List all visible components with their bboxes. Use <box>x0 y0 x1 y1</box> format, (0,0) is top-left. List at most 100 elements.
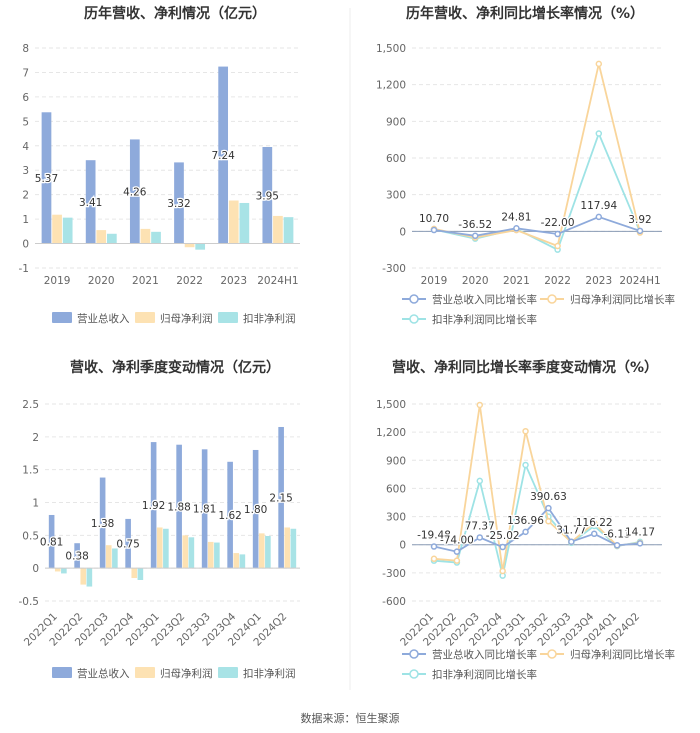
legend-swatch <box>52 312 72 323</box>
series-line <box>433 215 641 237</box>
legend-swatch <box>135 312 155 323</box>
legend-label: 营业总收入 <box>77 667 130 680</box>
bar <box>273 215 283 244</box>
data-label: 1.88 <box>167 501 190 513</box>
bar <box>195 243 206 250</box>
data-point <box>545 518 552 525</box>
data-label: 5.37 <box>35 173 58 185</box>
bar <box>156 527 163 569</box>
data-label: -22.00 <box>541 217 575 229</box>
series-line <box>433 131 641 251</box>
bar <box>140 228 151 244</box>
legend-label: 扣非净利润同比增长率 <box>432 313 537 326</box>
y-tick-label: 1.5 <box>22 465 39 477</box>
data-label: 2.15 <box>269 493 292 505</box>
bar <box>239 202 250 244</box>
y-tick-label: -0.5 <box>19 596 40 608</box>
data-label: -74.00 <box>440 535 474 547</box>
x-tick-label: 2022 <box>176 275 203 287</box>
data-point <box>476 477 484 485</box>
y-tick-label: 300 <box>386 190 406 202</box>
y-tick-label: 900 <box>386 455 406 467</box>
data-label: 1.38 <box>91 518 114 530</box>
series-line <box>433 506 641 553</box>
x-tick-label: 2021 <box>503 275 530 287</box>
legend-label: 归母净利润 <box>160 312 213 325</box>
bar <box>283 217 294 244</box>
y-tick-label: 1,500 <box>376 399 406 411</box>
legend-swatch <box>218 667 238 678</box>
data-point <box>499 543 506 551</box>
bar <box>201 449 208 569</box>
bar <box>80 568 87 585</box>
bar <box>290 528 297 569</box>
bar <box>41 112 52 244</box>
bar <box>163 528 169 569</box>
data-label: 14.17 <box>625 526 655 538</box>
data-point <box>430 555 438 563</box>
bar <box>131 568 138 579</box>
x-tick-label: 2023 <box>585 275 612 287</box>
data-point <box>522 427 529 435</box>
x-tick-label: 2022 <box>544 275 571 287</box>
y-tick-label: -1 <box>19 263 29 275</box>
data-point <box>568 538 575 545</box>
legend-marker <box>547 294 557 304</box>
y-tick-label: 6 <box>22 92 29 104</box>
data-source: 数据来源：恒生聚源 <box>301 711 400 725</box>
data-label: 0.38 <box>65 551 88 563</box>
series-line <box>433 462 641 576</box>
bar <box>96 230 107 244</box>
annual-revenue-profit-chart: 历年营收、净利情况（亿元） -1 0 1 2 3 4 5 6 7 8 5.37 3.41 4.26 3.32… <box>19 5 300 325</box>
bar <box>227 461 233 569</box>
y-tick-label: 600 <box>386 153 406 165</box>
bar <box>106 233 117 244</box>
data-point <box>595 213 603 221</box>
bar <box>62 217 73 244</box>
legend-swatch <box>218 312 238 323</box>
bar <box>176 444 182 569</box>
data-label: -36.52 <box>458 219 492 231</box>
bar <box>218 66 229 244</box>
data-point <box>595 60 603 68</box>
bar <box>86 568 93 587</box>
bar <box>54 568 61 572</box>
quarterly-growth-rate-chart: 营收、净利同比增长率季度变动情况（%） -600 -300 0 300 600 900 1,2… <box>376 359 675 681</box>
data-point <box>453 557 461 564</box>
series-line <box>433 404 641 572</box>
data-label: 3.92 <box>628 214 651 226</box>
legend-label: 扣非净利润 <box>243 667 296 680</box>
bar <box>182 535 189 569</box>
legend-label: 扣非净利润同比增长率 <box>432 668 537 681</box>
y-tick-label: 900 <box>386 116 406 128</box>
y-tick-label: 1,200 <box>376 427 406 439</box>
data-point <box>590 530 598 538</box>
bar <box>48 514 55 569</box>
data-point <box>522 528 529 536</box>
y-tick-label: 2 <box>22 190 29 202</box>
y-tick-label: 600 <box>386 483 406 495</box>
data-point <box>453 548 461 555</box>
legend-marker <box>409 314 419 324</box>
data-point <box>499 567 506 575</box>
legend-swatch <box>135 667 155 678</box>
data-label: 3.41 <box>79 197 102 209</box>
bar <box>52 214 62 244</box>
data-label: 3.32 <box>167 198 190 210</box>
chart-title: 历年营收、净利同比增长率情况（%） <box>406 5 644 22</box>
bar <box>151 231 161 244</box>
legend-label: 归母净利润 <box>160 667 213 680</box>
y-tick-label: 300 <box>386 512 406 524</box>
data-label: 0.81 <box>40 537 63 549</box>
data-point <box>595 130 603 137</box>
y-tick-label: 0.5 <box>22 530 39 542</box>
bar <box>99 477 106 569</box>
x-tick-label: 2024H1 <box>257 275 298 287</box>
data-label: -25.02 <box>486 530 520 542</box>
bar <box>85 160 96 244</box>
y-tick-label: 0 <box>22 239 29 251</box>
legend-marker <box>547 649 557 659</box>
data-point <box>476 401 484 409</box>
data-point <box>590 519 598 527</box>
